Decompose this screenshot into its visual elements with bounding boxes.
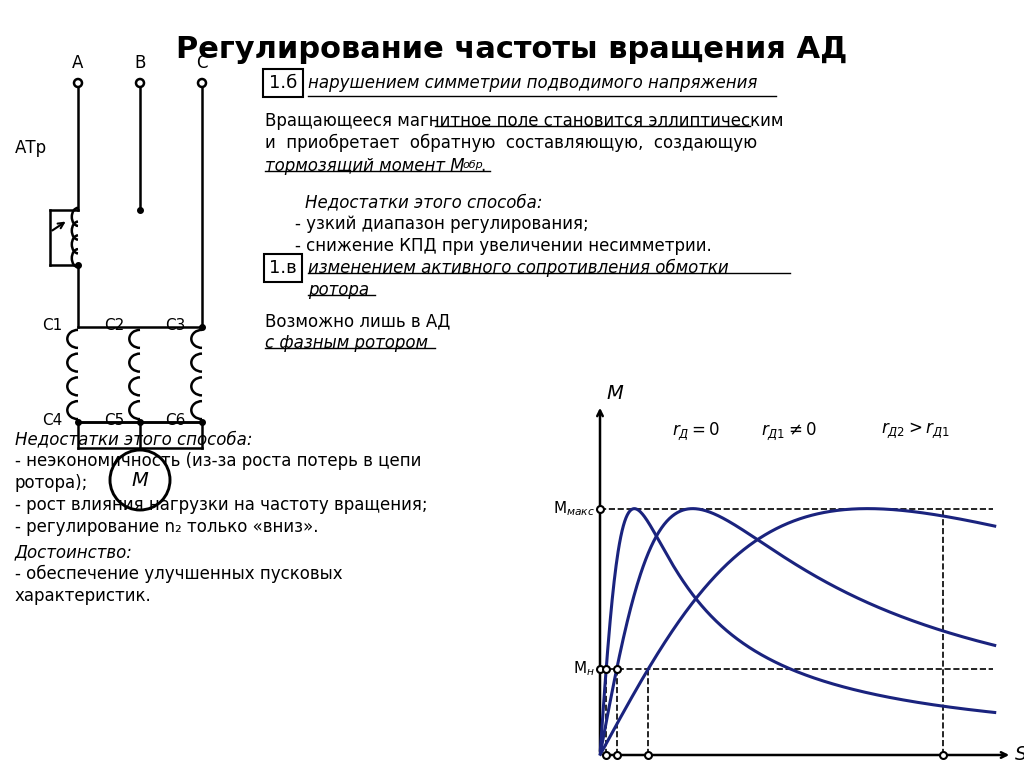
Text: А: А (73, 54, 84, 72)
Text: С: С (197, 54, 208, 72)
Text: Регулирование частоты вращения АД: Регулирование частоты вращения АД (176, 35, 848, 64)
Text: ротора: ротора (308, 281, 369, 299)
Text: - узкий диапазон регулирования;: - узкий диапазон регулирования; (295, 215, 589, 233)
Text: Достоинство:: Достоинство: (15, 543, 133, 561)
Text: М$_{н}$: М$_{н}$ (573, 660, 595, 678)
Text: ротора);: ротора); (15, 474, 88, 492)
Text: Возможно лишь в АД: Возможно лишь в АД (265, 312, 451, 330)
Text: М: М (131, 470, 148, 489)
Text: и  приобретает  обратную  составляющую,  создающую: и приобретает обратную составляющую, соз… (265, 134, 757, 152)
Text: тормозящий момент М: тормозящий момент М (265, 157, 465, 175)
Text: нарушением симметрии подводимого напряжения: нарушением симметрии подводимого напряже… (308, 74, 758, 92)
Text: - рост влияния нагрузки на частоту вращения;: - рост влияния нагрузки на частоту враще… (15, 496, 428, 514)
Text: $r_{Д2}>r_{Д1}$: $r_{Д2}>r_{Д1}$ (882, 420, 950, 440)
Text: с фазным ротором: с фазным ротором (265, 334, 428, 352)
Text: АТр: АТр (15, 139, 47, 157)
Text: M: M (606, 384, 623, 403)
Text: Недостатки этого способа:: Недостатки этого способа: (15, 430, 253, 448)
Text: изменением активного сопротивления обмотки: изменением активного сопротивления обмот… (308, 259, 729, 277)
Text: С2: С2 (103, 318, 124, 333)
Text: С6: С6 (166, 413, 186, 428)
Text: М$_{макс}$: М$_{макс}$ (553, 499, 595, 518)
Text: - снижение КПД при увеличении несимметрии.: - снижение КПД при увеличении несимметри… (295, 237, 712, 255)
Text: С3: С3 (166, 318, 186, 333)
Text: - неэкономичность (из-за роста потерь в цепи: - неэкономичность (из-за роста потерь в … (15, 452, 421, 470)
Text: С1: С1 (42, 318, 62, 333)
Text: - регулирование n₂ только «вниз».: - регулирование n₂ только «вниз». (15, 518, 318, 536)
Text: Недостатки этого способа:: Недостатки этого способа: (305, 193, 543, 211)
Text: $r_Д=0$: $r_Д=0$ (672, 420, 720, 442)
Text: обр: обр (462, 160, 482, 170)
Text: С5: С5 (103, 413, 124, 428)
Text: $r_{Д1}\neq0$: $r_{Д1}\neq0$ (761, 420, 816, 442)
Text: С4: С4 (42, 413, 62, 428)
Text: .: . (480, 157, 485, 175)
Text: 1.б: 1.б (269, 74, 297, 92)
Text: - обеспечение улучшенных пусковых: - обеспечение улучшенных пусковых (15, 565, 343, 583)
Text: характеристик.: характеристик. (15, 587, 152, 605)
Text: В: В (134, 54, 145, 72)
Text: 1.в: 1.в (269, 259, 297, 277)
Text: Вращающееся магнитное поле становится эллиптическим: Вращающееся магнитное поле становится эл… (265, 112, 783, 130)
Text: S: S (1015, 746, 1024, 765)
